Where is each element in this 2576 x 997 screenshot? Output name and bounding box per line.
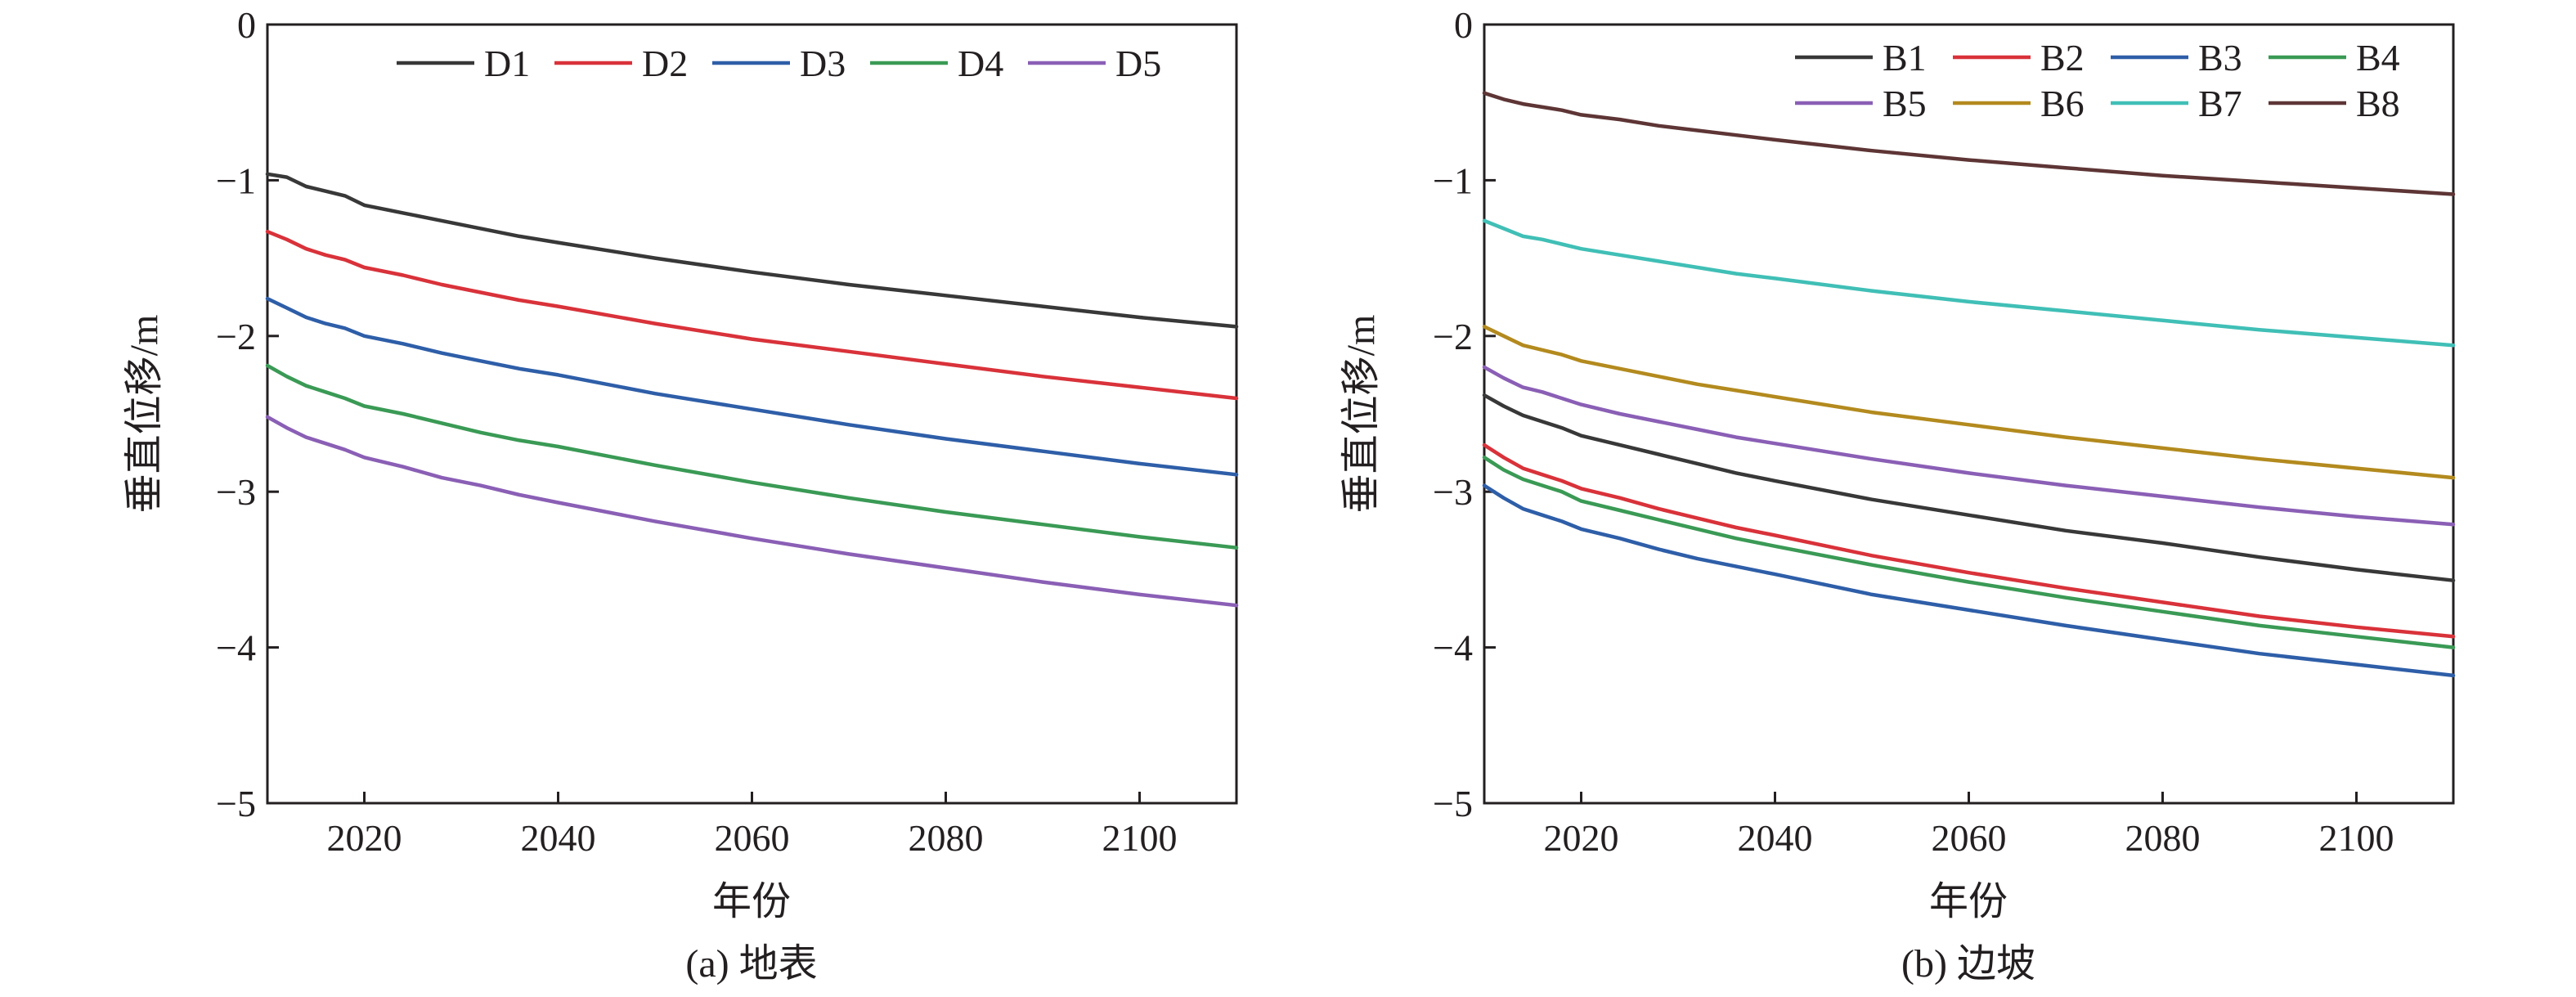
y-tick-label: −2	[1433, 316, 1473, 357]
panel-b: 0−1−2−3−4−5 2020 2040 2060 2080 2100 B1 B2 B3 B…	[1340, 4, 2456, 986]
x-axis: 2020 2040 2060 2080 2100	[1544, 792, 2394, 859]
y-tick-label: −1	[216, 159, 256, 201]
caption: (b) 边坡	[1901, 942, 2035, 986]
legend-label-d1: D1	[484, 43, 530, 84]
series-line-b6	[1482, 325, 2456, 480]
x-tick-label: 2080	[909, 817, 984, 859]
series-line-b4	[1482, 456, 2456, 649]
plot-frame	[266, 23, 1238, 805]
legend-label-d4: D4	[958, 43, 1003, 84]
y-axis: 0 −1 −2 −3 −4 −5	[1433, 4, 1496, 824]
series-line-b3	[1482, 483, 2456, 678]
series-line-b7	[1482, 218, 2456, 348]
series-group	[265, 172, 1239, 608]
y-tick-label: 0	[237, 4, 256, 46]
series-line-b8	[1482, 91, 2456, 196]
legend-label-b3: B3	[2198, 37, 2242, 79]
series-line-b1	[1482, 393, 2456, 582]
plot-frame	[1483, 23, 2455, 805]
x-tick-label: 2040	[1738, 817, 1813, 859]
legend-label-b2: B2	[2040, 37, 2085, 79]
y-tick-label: −4	[1433, 627, 1473, 669]
legend-label-d3: D3	[800, 43, 846, 84]
y-tick-label: −5	[216, 783, 256, 824]
legend-label-d5: D5	[1115, 43, 1161, 84]
y-axis-label: 垂直位移/m	[1340, 315, 1383, 514]
legend-label-b4: B4	[2356, 37, 2400, 79]
x-tick-label: 2100	[1102, 817, 1178, 859]
series-line-b2	[1482, 442, 2456, 639]
legend: D1 D2 D3 D4 D5	[397, 43, 1161, 84]
x-tick-label: 2020	[327, 817, 402, 859]
legend: B1 B2 B3 B4 B5 B6 B7 B8	[1795, 37, 2400, 124]
series-line-b5	[1482, 365, 2456, 527]
y-tick-label: −5	[1433, 783, 1473, 824]
y-tick-label: −3	[1433, 471, 1473, 513]
x-tick-label: 2080	[2125, 817, 2201, 859]
y-tick-label: −4	[216, 627, 256, 669]
legend-label-b5: B5	[1883, 83, 1927, 124]
x-tick-label: 2020	[1544, 817, 1619, 859]
series-group	[1482, 91, 2456, 678]
series-line-d3	[265, 296, 1239, 477]
y-tick-label: −2	[216, 316, 256, 357]
caption: (a) 地表	[685, 942, 817, 986]
legend-label-b6: B6	[2040, 83, 2085, 124]
x-tick-label: 2060	[715, 817, 790, 859]
x-axis: 2020 2040 2060 2080 2100	[327, 792, 1178, 859]
x-tick-label: 2100	[2319, 817, 2394, 859]
series-line-d2	[265, 229, 1239, 401]
x-tick-label: 2060	[1932, 817, 2007, 859]
legend-label-b1: B1	[1883, 37, 1927, 79]
series-line-d4	[265, 363, 1239, 550]
panel-a: 0−1−2−3−4−5 2020 2040 2060 2080 2100 D1 D2 D3 D…	[123, 4, 1239, 986]
x-axis-label: 年份	[1929, 880, 2008, 923]
y-tick-label: 0	[1454, 4, 1473, 46]
y-axis: 0 −1 −2 −3 −4 −5	[216, 4, 279, 824]
legend-label-b7: B7	[2198, 83, 2242, 124]
y-tick-label: −3	[216, 471, 256, 513]
x-tick-label: 2040	[521, 817, 596, 859]
y-axis-label: 垂直位移/m	[123, 315, 166, 514]
legend-label-d2: D2	[642, 43, 688, 84]
legend-label-b8: B8	[2356, 83, 2400, 124]
series-line-d1	[265, 172, 1239, 329]
series-line-d5	[265, 415, 1239, 608]
x-axis-label: 年份	[712, 880, 791, 923]
y-tick-label: −1	[1433, 159, 1473, 201]
